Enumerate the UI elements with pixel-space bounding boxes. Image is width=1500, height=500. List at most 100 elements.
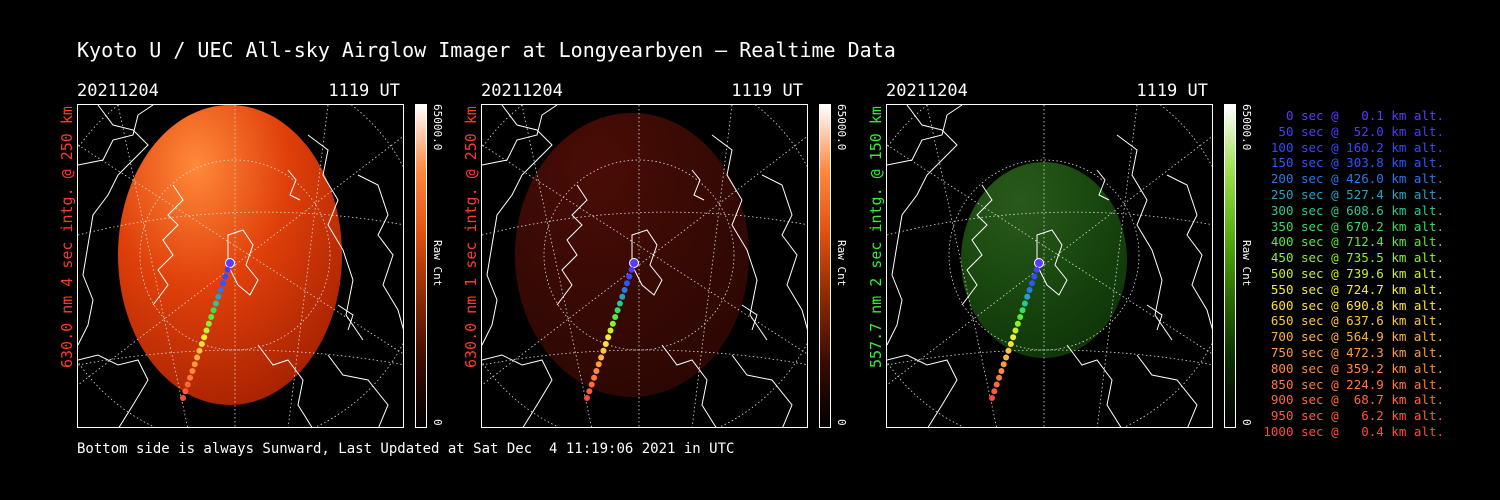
panel-2-colorbar-unit: Raw Cnt	[835, 240, 848, 287]
trajectory-point	[222, 273, 229, 280]
trajectory-point	[191, 361, 198, 368]
trajectory-point	[189, 368, 196, 374]
trajectory-point	[584, 395, 590, 401]
legend-row: 50 sec @ 52.0 km alt.	[1278, 123, 1444, 139]
panel-3-time: 1119 UT	[1136, 81, 1208, 101]
trajectory-point	[1014, 320, 1021, 327]
trajectory-point	[605, 334, 612, 341]
panel-2-date: 20211204	[481, 81, 563, 101]
trajectory-point	[586, 388, 593, 395]
legend-row: 450 sec @ 735.5 km alt.	[1270, 250, 1444, 266]
trajectory-point	[588, 381, 595, 388]
trajectory-point	[198, 341, 205, 347]
trajectory	[180, 258, 235, 401]
trajectory-legend: 0 sec @ 0.1 km alt. 50 sec @ 52.0 km alt.…	[1262, 108, 1444, 440]
legend-row: 700 sec @ 564.9 km alt.	[1270, 329, 1444, 345]
panel-1-vertical-label: 630.0 nm 4 sec intg. @ 250 km	[58, 106, 76, 368]
trajectory-point	[1007, 341, 1014, 347]
legend-row: 300 sec @ 608.6 km alt.	[1270, 202, 1444, 218]
trajectory-point	[215, 293, 222, 300]
trajectory-point	[210, 307, 217, 314]
panel-3-colorbar-min: 0	[1240, 419, 1253, 426]
panel-2-colorbar-max: 65000.0	[835, 104, 848, 151]
trajectory-point	[598, 354, 605, 361]
panel-1-colorbar-max: 65000.0	[431, 104, 444, 151]
trajectory-point	[1003, 354, 1010, 361]
allsky-map-3	[887, 105, 1212, 427]
legend-row: 350 sec @ 670.2 km alt.	[1270, 218, 1444, 234]
trajectory-point	[1010, 334, 1017, 341]
trajectory-point	[600, 347, 607, 354]
trajectory-point	[205, 320, 212, 327]
trajectory-point	[629, 258, 639, 268]
panel-1-colorbar	[415, 104, 427, 428]
trajectory-point	[993, 381, 1000, 388]
trajectory-point	[1028, 280, 1035, 287]
trajectory-point	[1034, 258, 1044, 268]
legend-row: 600 sec @ 690.8 km alt.	[1270, 297, 1444, 313]
trajectory-point	[184, 381, 191, 388]
legend-row: 200 sec @ 426.0 km alt.	[1270, 171, 1444, 187]
trajectory	[584, 258, 639, 401]
panel-1-colorbar-unit: Raw Cnt	[431, 240, 444, 287]
legend-row: 900 sec @ 68.7 km alt.	[1270, 392, 1444, 408]
page-title: Kyoto U / UEC All-sky Airglow Imager at …	[77, 38, 896, 62]
trajectory	[989, 258, 1044, 401]
trajectory-point	[1012, 327, 1019, 334]
legend-row: 100 sec @ 160.2 km alt.	[1270, 139, 1444, 155]
panel-3-colorbar-max: 65000.0	[1240, 104, 1253, 151]
trajectory-point	[219, 280, 226, 287]
trajectory-point	[628, 266, 635, 273]
panel-3-vertical-label: 557.7 nm 2 sec intg. @ 150 km	[867, 106, 885, 368]
trajectory-point	[203, 327, 210, 334]
trajectory-point	[989, 395, 995, 401]
trajectory-point	[1031, 273, 1038, 280]
legend-row: 0 sec @ 0.1 km alt.	[1285, 108, 1444, 123]
legend-row: 550 sec @ 724.7 km alt.	[1270, 281, 1444, 297]
panel-3-date: 20211204	[886, 81, 968, 101]
trajectory-point	[614, 307, 621, 314]
legend-row: 800 sec @ 359.2 km alt.	[1270, 360, 1444, 376]
trajectory-point	[616, 300, 623, 307]
panel-3-allsky-image	[886, 104, 1213, 428]
trajectory-point	[212, 300, 219, 307]
airglow-disk	[961, 162, 1127, 358]
trajectory-point	[996, 374, 1003, 381]
trajectory-point	[619, 293, 626, 300]
panel-3-colorbar-unit: Raw Cnt	[1240, 240, 1253, 287]
trajectory-point	[607, 327, 614, 334]
trajectory-point	[1005, 347, 1012, 354]
trajectory-point	[1033, 266, 1040, 273]
trajectory-point	[991, 388, 998, 395]
trajectory-point	[201, 334, 208, 341]
panel-1-allsky-image	[77, 104, 404, 428]
legend-row: 950 sec @ 6.2 km alt.	[1270, 408, 1444, 424]
legend-row: 750 sec @ 472.3 km alt.	[1270, 344, 1444, 360]
trajectory-point	[224, 266, 231, 273]
trajectory-point	[591, 374, 598, 381]
legend-row: 150 sec @ 303.8 km alt.	[1270, 155, 1444, 171]
trajectory-point	[180, 395, 186, 401]
trajectory-point	[187, 374, 194, 381]
trajectory-point	[1019, 307, 1026, 314]
trajectory-point	[194, 354, 201, 361]
trajectory-point	[593, 368, 600, 374]
allsky-map-1	[78, 105, 403, 427]
trajectory-point	[626, 273, 633, 280]
grid-lines	[482, 105, 807, 427]
trajectory-point	[1021, 300, 1028, 307]
legend-row: 650 sec @ 637.6 km alt.	[1270, 313, 1444, 329]
legend-row: 250 sec @ 527.4 km alt.	[1270, 186, 1444, 202]
trajectory-point	[621, 287, 628, 293]
panel-2-colorbar	[819, 104, 831, 428]
coastlines	[482, 105, 807, 427]
legend-row: 500 sec @ 739.6 km alt.	[1270, 265, 1444, 281]
footer-status: Bottom side is always Sunward, Last Upda…	[77, 441, 735, 457]
trajectory-point	[196, 347, 203, 354]
trajectory-point	[208, 314, 215, 320]
trajectory-point	[623, 280, 630, 287]
grid-lines	[887, 105, 1212, 427]
panel-1-date: 20211204	[77, 81, 159, 101]
panel-2-time: 1119 UT	[731, 81, 803, 101]
trajectory-point	[1017, 314, 1024, 320]
